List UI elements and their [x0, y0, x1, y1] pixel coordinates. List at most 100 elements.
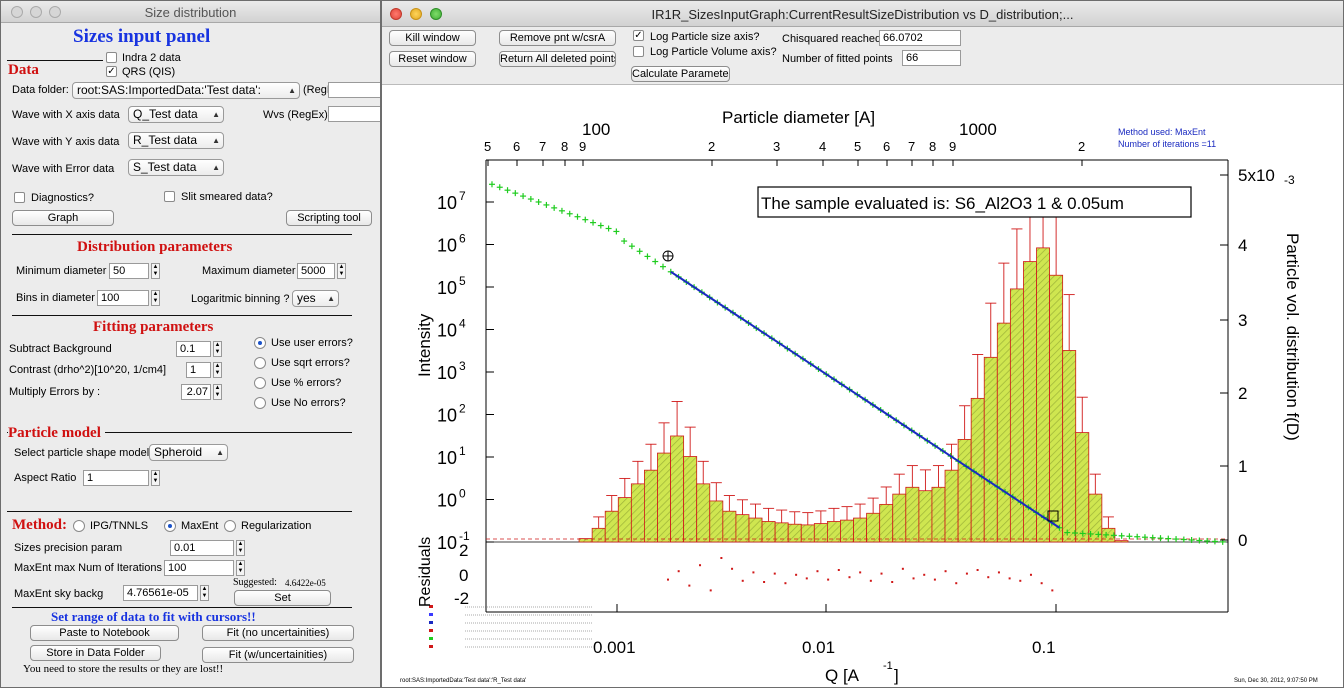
paste-notebook-button[interactable]: Paste to Notebook [30, 625, 179, 641]
wvs-regex-input[interactable] [328, 106, 380, 122]
legend-marker [429, 629, 433, 632]
wave-y-label: Wave with Y axis data [12, 136, 120, 148]
ipg-tnnls-radio[interactable] [73, 520, 85, 532]
residual-point [816, 570, 819, 573]
iterations-input[interactable]: 100 [164, 560, 234, 576]
left-tick-label: 10 [437, 321, 457, 341]
divider [12, 607, 352, 608]
indra-checkbox[interactable] [106, 52, 117, 63]
graph-button[interactable]: Graph [12, 210, 114, 226]
annotation-box [757, 186, 1192, 218]
minimize-window-icon[interactable] [30, 6, 42, 18]
results-graph[interactable]: Particle diameter [A] Q [A -1] Intensity Res… [382, 85, 1344, 688]
use-sqrt-errors-radio[interactable] [254, 357, 266, 369]
graph-window-titlebar[interactable]: IR1R_SizesInputGraph:CurrentResultSizeDi… [382, 1, 1343, 27]
top-tick-label: 4 [819, 139, 826, 154]
distribution-bar [983, 356, 998, 543]
multiply-errors-input[interactable]: 2.07 [181, 384, 211, 400]
max-diameter-stepper[interactable]: ▲ ▼ [337, 263, 346, 279]
distribution-bar [1114, 540, 1129, 543]
left-tick-exponent: -1 [459, 529, 470, 543]
legend-marker [429, 621, 433, 624]
qrs-checkbox[interactable]: ✓ [106, 66, 117, 77]
wave-error-value: S_Test data [133, 160, 197, 174]
top-tick-label: 6 [513, 139, 520, 154]
slit-smeared-checkbox[interactable] [164, 191, 175, 202]
shape-model-select[interactable]: Spheroid ▲▼ [149, 444, 228, 461]
kill-window-button[interactable]: Kill window [389, 30, 476, 46]
wave-error-select[interactable]: S_Test data ▲▼ [128, 159, 224, 176]
fitted-points-input[interactable]: 66 [902, 50, 961, 66]
residual-point [1019, 579, 1022, 582]
folder-regex-input[interactable] [328, 82, 380, 98]
chisquared-input[interactable]: 66.0702 [879, 30, 961, 46]
store-data-folder-button[interactable]: Store in Data Folder [30, 645, 161, 661]
top-tick-label: 9 [949, 139, 956, 154]
fitted-points-label: Number of fitted points [782, 53, 893, 65]
right-tick-label: 1 [1238, 457, 1247, 476]
particle-model-heading: Particle model [8, 425, 105, 442]
return-points-button[interactable]: Return All deleted points [499, 51, 616, 67]
close-window-icon[interactable] [11, 6, 23, 18]
residual-point [677, 570, 680, 573]
minimize-window-icon[interactable] [410, 8, 422, 20]
graph-window-title: IR1R_SizesInputGraph:CurrentResultSizeDi… [651, 7, 1074, 22]
fit-uncertainties-button[interactable]: Fit (w/uncertainities) [202, 647, 354, 663]
iterations-stepper[interactable]: ▲ ▼ [236, 560, 245, 576]
bins-stepper[interactable]: ▲ ▼ [151, 290, 160, 306]
zoom-window-icon[interactable] [430, 8, 442, 20]
zoom-window-icon[interactable] [49, 6, 61, 18]
residual-point [1051, 589, 1054, 592]
log-size-axis-checkbox[interactable]: ✓ [633, 30, 644, 41]
left-tick-exponent: 3 [459, 359, 466, 373]
scripting-tool-button[interactable]: Scripting tool [286, 210, 372, 226]
wvs-regex-label: Wvs (RegEx) [263, 109, 328, 121]
use-user-errors-label: Use user errors? [271, 337, 353, 349]
multiply-errors-stepper[interactable]: ▲ ▼ [213, 384, 222, 400]
sky-backg-input[interactable]: 4.76561e-05 [123, 585, 198, 601]
background-stepper[interactable]: ▲ ▼ [213, 341, 222, 357]
top-tick-label: 2 [1078, 139, 1085, 154]
precision-stepper[interactable]: ▲ ▼ [236, 540, 245, 556]
diagnostics-checkbox[interactable] [14, 192, 25, 203]
fit-no-uncertainties-button[interactable]: Fit (no uncertainities) [202, 625, 354, 641]
distribution-bar [892, 493, 907, 543]
precision-label: Sizes precision param [14, 542, 123, 554]
distribution-bar [709, 500, 724, 543]
max-diameter-input[interactable]: 5000 [297, 263, 335, 279]
left-tick-label: 10 [437, 193, 457, 213]
log-binning-select[interactable]: yes ▲▼ [292, 290, 339, 307]
wave-x-select[interactable]: Q_Test data ▲▼ [128, 106, 224, 123]
data-folder-select[interactable]: root:SAS:ImportedData:'Test data': ▲▼ [72, 82, 300, 99]
min-diameter-stepper[interactable]: ▲ ▼ [151, 263, 160, 279]
reset-window-button[interactable]: Reset window [389, 51, 476, 67]
aspect-ratio-input[interactable]: 1 [83, 470, 149, 486]
residual-point [997, 571, 1000, 574]
residual-point [827, 578, 830, 581]
set-sky-button[interactable]: Set [234, 590, 331, 606]
residual-point [837, 569, 840, 571]
distribution-bar [918, 490, 933, 543]
sky-backg-stepper[interactable]: ▲ ▼ [200, 585, 209, 601]
distribution-bar [604, 510, 619, 543]
divider [7, 432, 352, 433]
background-input[interactable]: 0.1 [176, 341, 211, 357]
use-no-errors-radio[interactable] [254, 397, 266, 409]
close-window-icon[interactable] [390, 8, 402, 20]
calculate-parameter-button[interactable]: Calculate Parameter [631, 66, 730, 82]
aspect-ratio-stepper[interactable]: ▲ ▼ [151, 470, 160, 486]
min-diameter-input[interactable]: 50 [109, 263, 149, 279]
remove-point-button[interactable]: Remove pnt w/csrA [499, 30, 616, 46]
contrast-input[interactable]: 1 [186, 362, 211, 378]
use-user-errors-radio[interactable] [254, 337, 266, 349]
bins-input[interactable]: 100 [97, 290, 149, 306]
wave-y-select[interactable]: R_Test data ▲▼ [128, 132, 224, 149]
maxent-radio[interactable] [164, 520, 176, 532]
precision-input[interactable]: 0.01 [170, 540, 234, 556]
log-volume-axis-checkbox[interactable] [633, 46, 644, 57]
contrast-stepper[interactable]: ▲ ▼ [213, 362, 222, 378]
sizes-window-titlebar[interactable]: Size distribution [1, 1, 380, 23]
use-percent-errors-radio[interactable] [254, 377, 266, 389]
regularization-radio[interactable] [224, 520, 236, 532]
distribution-bar [996, 322, 1011, 543]
